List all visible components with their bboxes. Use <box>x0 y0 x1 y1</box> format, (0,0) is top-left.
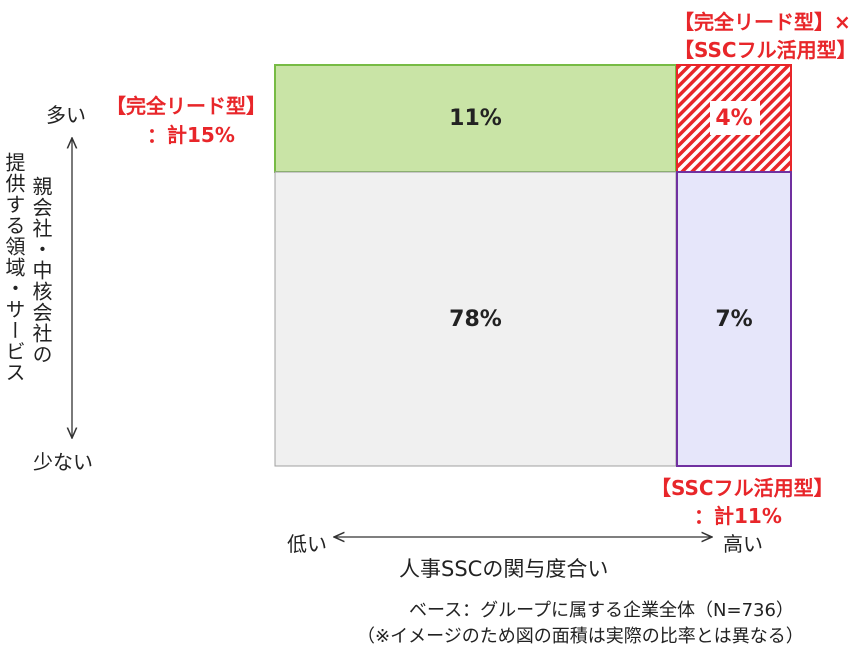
x-axis-title: 人事SSCの関与度合い <box>399 557 609 581</box>
annotation-combo-line2: 【SSCフル活用型】 <box>674 38 857 62</box>
y-axis-title-line2: 提供する領域・サービス <box>2 152 26 383</box>
cell-lead-low <box>274 64 677 173</box>
cell-other-low <box>274 171 677 467</box>
cell-value-other-low: 78% <box>449 306 502 332</box>
base-note: ベース：グループに属する企業全体（N=736） <box>409 600 794 621</box>
y-axis-high-label: 多い <box>46 103 86 127</box>
y-axis-title-line1: 親会社・中核会社の <box>29 176 53 365</box>
x-axis-high-label: 高い <box>723 532 763 556</box>
x-axis-low-label: 低い <box>287 532 327 556</box>
y-axis-low-label: 少ない <box>33 450 93 474</box>
annotation-combo-line1: 【完全リード型】× <box>674 10 851 34</box>
annotation-ssc-line1: 【SSCフル活用型】 <box>651 476 834 500</box>
annotation-ssc-line2: ：計11% <box>694 504 782 528</box>
cell-value-other-high: 7% <box>715 306 753 332</box>
cell-label-backdrop <box>710 101 760 135</box>
cell-other-high <box>676 171 792 467</box>
annotation-lead-line1: 【完全リード型】 <box>106 94 266 118</box>
cell-value-lead-high: 4% <box>715 106 753 131</box>
area-note: （※イメージのため図の面積は実際の比率とは異なる） <box>357 626 804 647</box>
cell-value-lead-low: 11% <box>449 106 502 131</box>
annotation-lead-line2: ：計15% <box>147 123 235 147</box>
